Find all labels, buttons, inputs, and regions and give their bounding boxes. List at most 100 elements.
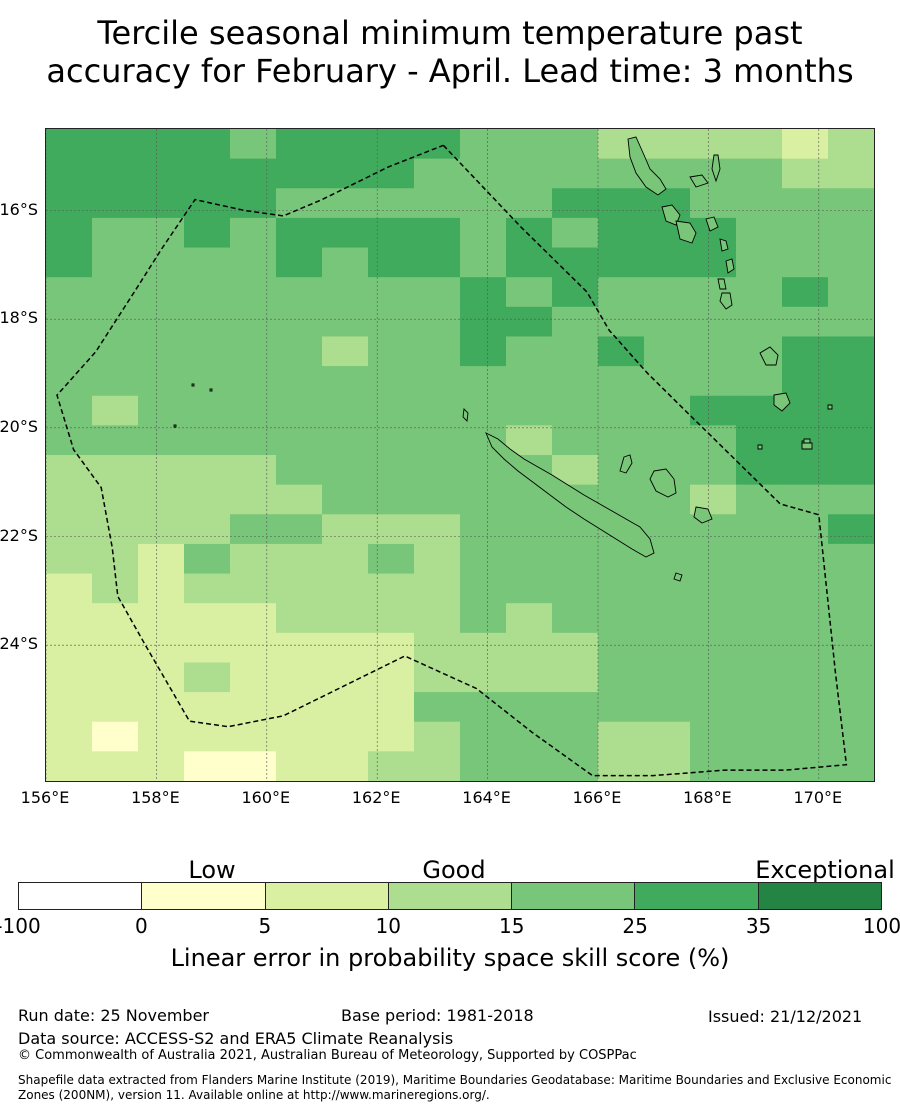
base-period: Base period: 1981-2018 [341, 1006, 534, 1025]
grid-cell [230, 573, 277, 604]
grid-cell [506, 277, 553, 308]
grid-cell [414, 721, 461, 752]
grid-cell [230, 484, 277, 515]
colorbar-tick-label: -100 [0, 914, 41, 938]
grid-cell [644, 395, 691, 426]
grid-cell [460, 514, 507, 545]
grid-cell [414, 751, 461, 781]
grid-cell [46, 692, 93, 723]
grid-cell [46, 632, 93, 664]
grid-cell [184, 277, 231, 308]
island-small-4 [827, 404, 833, 410]
island-new-caledonia [485, 432, 655, 558]
grid-cell [690, 632, 737, 664]
grid-cell [828, 306, 874, 338]
grid-cell [276, 366, 323, 397]
grid-cell [322, 277, 369, 308]
colorbar-tick-label: 35 [745, 914, 772, 938]
grid-cell [736, 692, 783, 723]
longitude-label: 170°E [793, 788, 843, 807]
grid-cell [782, 277, 829, 308]
grid-cell [552, 751, 599, 781]
grid-cell [828, 336, 874, 367]
colorbar-swatch [142, 883, 266, 909]
grid-cell [322, 336, 369, 367]
grid-cell [690, 573, 737, 604]
grid-cell [690, 366, 737, 397]
grid-cell [46, 217, 93, 249]
grid-cell [414, 395, 461, 426]
grid-cell [276, 632, 323, 664]
grid-cell [322, 751, 369, 781]
grid-cell [690, 306, 737, 338]
grid-cell [782, 247, 829, 278]
grid-cell [598, 247, 645, 278]
island-ouvea [619, 454, 633, 474]
grid-cell [828, 514, 874, 545]
grid-cell [828, 721, 874, 752]
grid-cell [552, 692, 599, 723]
grid-cell [736, 188, 783, 219]
grid-cell [506, 514, 553, 545]
island-pentecost [689, 174, 709, 188]
grid-cell [782, 217, 829, 249]
grid-cell [506, 721, 553, 752]
grid-cell [552, 277, 599, 308]
grid-cell [782, 129, 829, 160]
grid-cell [644, 247, 691, 278]
grid-cell [598, 573, 645, 604]
grid-cell [138, 425, 185, 456]
grid-cell [828, 158, 874, 189]
grid-cell [414, 306, 461, 338]
grid-cell [92, 514, 139, 545]
longitude-label: 162°E [351, 788, 401, 807]
grid-cell [46, 188, 93, 219]
grid-cell [138, 662, 185, 693]
grid-cell [92, 603, 139, 634]
grid-cell [276, 247, 323, 278]
grid-cell [92, 277, 139, 308]
grid-cell [138, 306, 185, 338]
grid-cell [368, 751, 415, 781]
grid-cell [184, 366, 231, 397]
grid-cell [782, 751, 829, 781]
grid-cell [828, 277, 874, 308]
grid-cell [644, 603, 691, 634]
grid-cell [782, 573, 829, 604]
grid-cell [782, 721, 829, 752]
grid-cell [460, 543, 507, 575]
grid-cell [322, 188, 369, 219]
grid-cell [92, 217, 139, 249]
grid-cell [276, 543, 323, 575]
grid-cell [184, 603, 231, 634]
grid-cell [736, 217, 783, 249]
grid-cell [276, 425, 323, 456]
grid-cell [736, 573, 783, 604]
grid-cell [414, 603, 461, 634]
grid-cell [230, 455, 277, 486]
island-small-3 [173, 424, 177, 428]
grid-cell [322, 425, 369, 456]
grid-cell [460, 366, 507, 397]
grid-cell [828, 543, 874, 575]
grid-cell [644, 721, 691, 752]
grid-cell [368, 603, 415, 634]
grid-cell [322, 603, 369, 634]
colorbar-category-good: Good [422, 856, 486, 884]
grid-cell [46, 662, 93, 693]
grid-cell [460, 573, 507, 604]
graticule [46, 129, 874, 781]
grid-cell [552, 247, 599, 278]
grid-cell [736, 455, 783, 486]
colorbar-category-low: Low [188, 856, 236, 884]
grid-cell [230, 632, 277, 664]
grid-cell [506, 632, 553, 664]
grid-cell [782, 543, 829, 575]
grid-cell [828, 217, 874, 249]
grid-cell [782, 484, 829, 515]
run-date: Run date: 25 November [18, 1006, 209, 1025]
grid-cell [552, 395, 599, 426]
grid-cell [184, 395, 231, 426]
issued-date: Issued: 21/12/2021 [708, 1007, 863, 1026]
grid-cell [46, 455, 93, 486]
